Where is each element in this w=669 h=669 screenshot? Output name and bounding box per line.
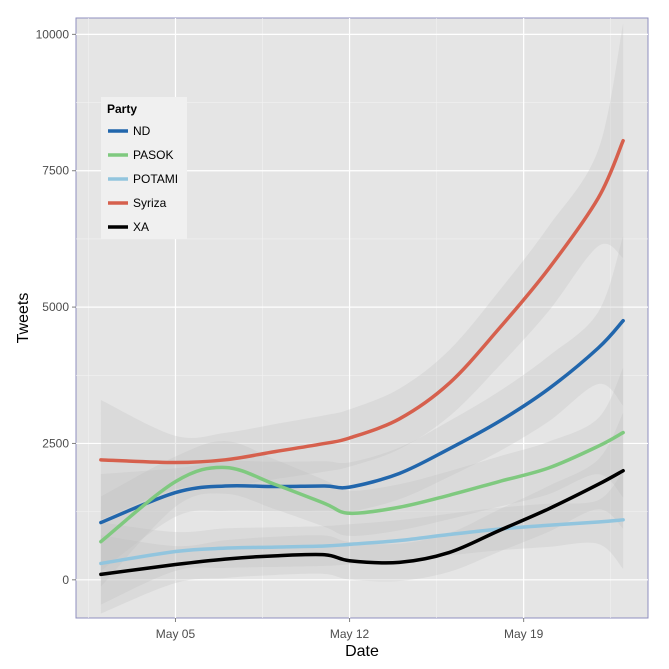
legend: Party ND PASOK POTAMI Syriza XA xyxy=(101,97,187,239)
legend-background xyxy=(101,97,187,239)
legend-label-pasok: PASOK xyxy=(133,148,173,162)
x-tick-label: May 05 xyxy=(156,627,196,641)
legend-label-xa: XA xyxy=(133,220,149,234)
x-tick-label: May 19 xyxy=(504,627,544,641)
y-tick-label: 10000 xyxy=(36,27,70,41)
series-line-nd xyxy=(99,318,625,525)
legend-label-nd: ND xyxy=(133,124,151,138)
y-tick-label: 2500 xyxy=(42,436,69,450)
confidence-band-potami xyxy=(100,470,624,605)
legend-label-potami: POTAMI xyxy=(133,172,178,186)
x-axis-title: Date xyxy=(345,643,379,660)
y-axis: 0 2500 5000 7500 10000 xyxy=(36,27,76,587)
legend-title: Party xyxy=(107,102,137,116)
confidence-band-syriza xyxy=(100,23,624,520)
series-line-pasok xyxy=(99,430,625,544)
x-tick-label: May 12 xyxy=(330,627,370,641)
y-tick-label: 0 xyxy=(62,573,69,587)
confidence-band-xa xyxy=(100,412,624,614)
legend-label-syriza: Syriza xyxy=(133,196,167,210)
x-axis: May 05 May 12 May 19 xyxy=(156,618,544,641)
y-tick-label: 5000 xyxy=(42,300,69,314)
y-tick-label: 7500 xyxy=(42,164,69,178)
series-line-xa xyxy=(99,468,625,577)
series-line-syriza xyxy=(99,138,625,465)
series-line-potami xyxy=(99,518,625,566)
y-axis-title: Tweets xyxy=(15,293,32,344)
